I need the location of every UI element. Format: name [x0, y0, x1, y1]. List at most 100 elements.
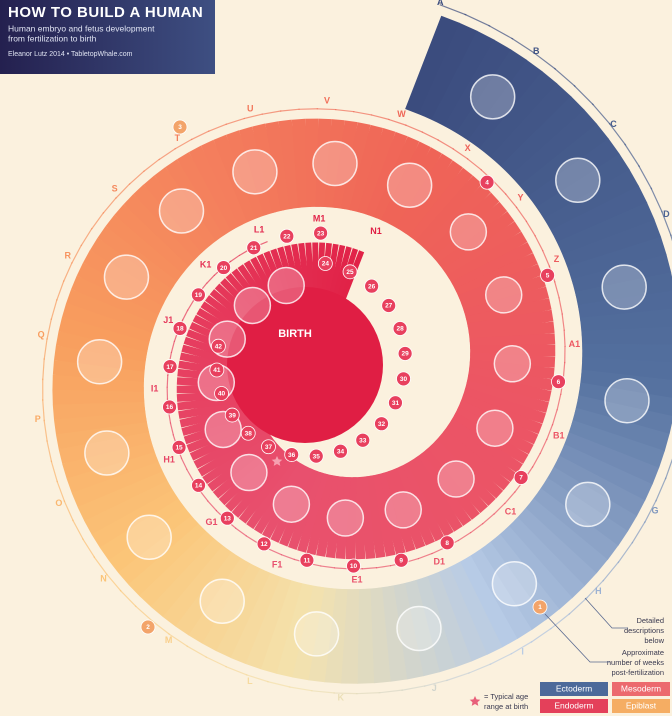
spiral-band: [510, 109, 598, 191]
week-label: 30: [400, 376, 408, 383]
spiral-band: [201, 139, 252, 227]
bracket-line: [551, 409, 558, 426]
spiral-band: [353, 588, 375, 684]
spiral-band: [62, 302, 154, 343]
bracket-line: [549, 612, 571, 630]
bracket-line: [439, 4, 467, 16]
bracket-line: [190, 130, 210, 141]
spiral-band: [321, 243, 339, 320]
spiral-band: [575, 272, 672, 311]
spiral-band: [332, 120, 358, 210]
spiral-band: [464, 380, 550, 413]
week-marker: [191, 287, 206, 303]
bracket-line: [533, 51, 557, 70]
bracket-line: [119, 589, 137, 608]
bracket-line: [245, 674, 269, 683]
spiral-band: [238, 454, 295, 524]
bracket-line: [42, 399, 45, 422]
stage-label: I: [521, 647, 524, 657]
spiral-band: [297, 472, 329, 553]
spiral-band: [463, 286, 550, 321]
spiral-band: [460, 275, 546, 314]
embryo-icon: [76, 339, 123, 385]
spiral-band: [479, 71, 558, 161]
bracket-line: [556, 393, 562, 411]
spiral-band: [225, 273, 282, 336]
spiral-band: [364, 475, 386, 559]
bracket-line: [608, 122, 627, 146]
spiral-band: [133, 184, 206, 260]
leader-line: [584, 597, 628, 629]
bracket-line: [320, 565, 336, 569]
bracket-line: [355, 692, 381, 695]
spiral-band: [323, 119, 345, 208]
stage-label: H1: [163, 454, 175, 464]
embryo-icon: [158, 188, 205, 234]
spiral-band: [186, 415, 264, 453]
spiral-band: [447, 231, 528, 286]
legend-swatch: [612, 682, 670, 696]
bracket-line: [553, 67, 576, 88]
header-panel: [0, 0, 215, 74]
stage-label: W: [397, 109, 406, 119]
spiral-band: [446, 418, 523, 474]
stage-label: D1: [433, 556, 445, 566]
week-label: 24: [322, 261, 330, 268]
bracket-line: [488, 24, 514, 40]
spiral-band: [466, 373, 552, 402]
embryo-icon: [230, 453, 268, 492]
spiral-band: [490, 83, 572, 170]
embryo-icon: [565, 481, 611, 528]
bracket-line: [102, 197, 117, 214]
spiral-band: [201, 560, 261, 652]
spiral-band: [340, 122, 371, 211]
week-label: 35: [313, 453, 321, 460]
embryo-icon: [126, 514, 172, 561]
spiral-band: [89, 237, 175, 298]
spiral-band: [237, 264, 287, 332]
week-label: 6: [557, 379, 561, 386]
stage-label: J1: [163, 315, 173, 325]
spiral-band: [380, 141, 431, 226]
bracket-line: [81, 538, 96, 559]
embryo-icon: [84, 430, 130, 476]
week-label: 7: [519, 475, 523, 482]
stage-label: M1: [313, 214, 326, 224]
spiral-band: [357, 128, 396, 216]
bracket-line: [280, 554, 295, 561]
week-label: 20: [220, 265, 228, 272]
week-label: 26: [368, 283, 376, 290]
spiral-band: [411, 576, 456, 673]
week-marker: [256, 536, 272, 552]
bracket-line: [71, 244, 83, 264]
spiral-band: [108, 503, 192, 573]
spiral-band: [580, 308, 672, 337]
bracket-line: [225, 117, 246, 126]
spiral-band: [459, 393, 543, 435]
labels: ABCDEFGHIJKLMNOPQRSTUVWXYZA1B1C1D1E1F1G1…: [35, 0, 670, 703]
spiral-band: [279, 468, 319, 547]
bracket-line: [504, 491, 516, 505]
week-label: 11: [303, 557, 310, 564]
bracket-line: [624, 143, 641, 168]
week-marker: [333, 443, 348, 459]
spiral-band: [263, 250, 299, 325]
spiral-band: [177, 393, 257, 411]
bracket-line: [539, 438, 548, 455]
legend-swatch: [612, 699, 670, 713]
stage-label: Y: [518, 193, 524, 203]
bracket-line: [457, 531, 472, 542]
bracket-line: [180, 457, 188, 471]
spiral-band: [77, 466, 168, 521]
embryo-icon: [384, 491, 422, 529]
spiral-band: [188, 555, 251, 644]
spiral-band: [486, 534, 560, 621]
stage-label: G1: [206, 517, 218, 527]
spiral-band: [278, 119, 303, 210]
bracket-line: [489, 652, 513, 666]
spiral-band: [556, 202, 655, 260]
spiral-band: [402, 160, 463, 239]
stage-label: T: [175, 133, 181, 143]
bracket-line: [534, 234, 544, 252]
